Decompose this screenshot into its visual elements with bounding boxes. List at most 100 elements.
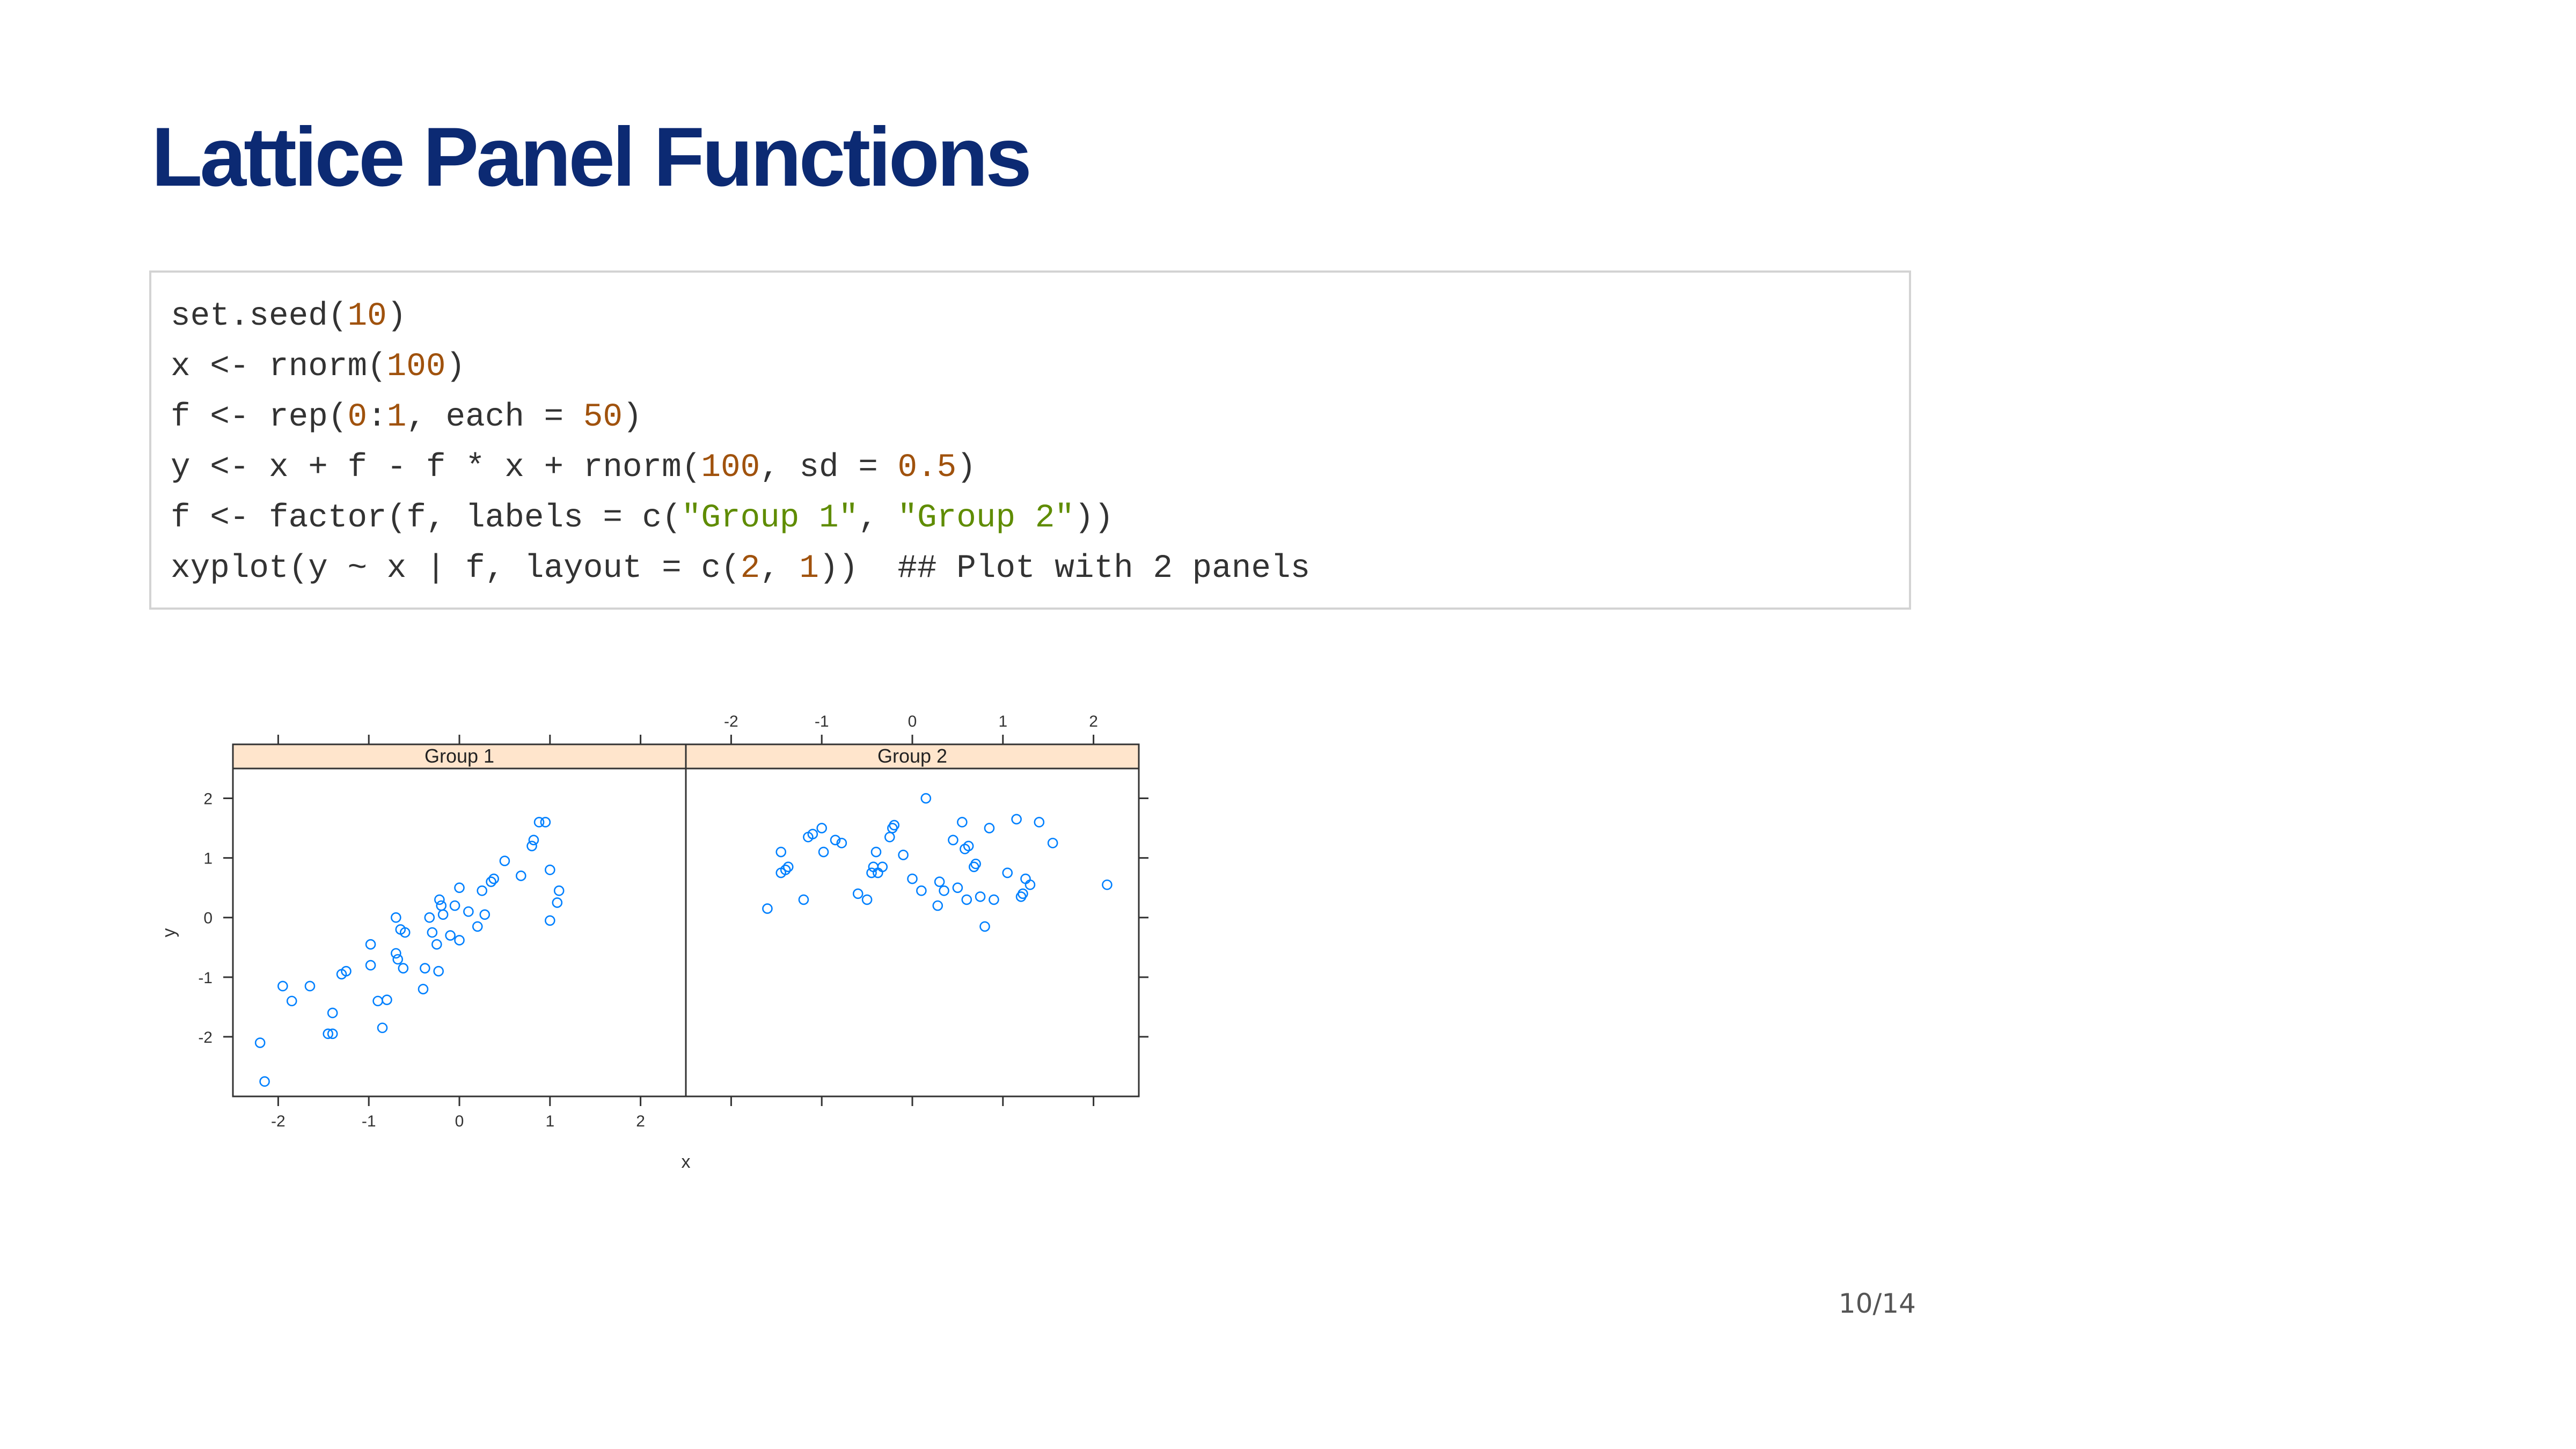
data-point (377, 1022, 388, 1034)
x-tick-label: 2 (1089, 713, 1098, 730)
data-point (434, 894, 445, 905)
code-token: x <- rnorm( (171, 348, 387, 385)
code-token: ) (445, 348, 466, 385)
x-tick-label: 0 (455, 1113, 464, 1130)
x-tick-label: -2 (271, 1113, 286, 1130)
data-point (870, 846, 882, 858)
data-point (277, 980, 288, 992)
data-point (780, 865, 791, 875)
code-token: ) (956, 449, 976, 486)
code-token: 2 (740, 550, 760, 587)
code-line: f <- factor(f, labels = c("Group 1", "Gr… (171, 502, 1114, 535)
data-point (861, 894, 873, 905)
data-point (852, 888, 863, 899)
data-point (920, 793, 932, 804)
data-point (798, 894, 809, 905)
x-axis-label: x (682, 1152, 691, 1172)
data-point (775, 846, 787, 858)
code-token: , (858, 500, 898, 537)
x-tick-label: -1 (815, 713, 829, 730)
data-point (304, 980, 316, 992)
data-point (488, 873, 499, 884)
code-token: ) (386, 298, 407, 335)
data-point (762, 903, 773, 914)
data-point (365, 939, 376, 950)
data-point (286, 996, 297, 1007)
code-token: )) (1074, 500, 1114, 537)
code-token: 100 (701, 449, 760, 486)
data-point (975, 891, 986, 902)
code-token: xyplot(y ~ x | f, layout = c( (171, 550, 741, 587)
data-point (382, 994, 392, 1005)
code-token: 1 (386, 399, 407, 436)
y-tick-label: -1 (198, 969, 213, 987)
strip-label: Group 1 (425, 745, 494, 767)
data-point (782, 861, 794, 873)
code-token: "Group 1" (681, 500, 859, 537)
x-tick-label: -1 (362, 1113, 376, 1130)
data-point (961, 894, 972, 905)
data-point (391, 948, 401, 959)
data-point (934, 876, 945, 887)
data-point (327, 1007, 338, 1019)
code-token: f <- factor(f, labels = c( (171, 500, 682, 537)
data-point (424, 912, 435, 923)
data-point (499, 855, 510, 866)
data-point (963, 840, 974, 852)
code-line: x <- rnorm(100) (171, 350, 465, 383)
data-point (830, 835, 841, 846)
data-point (889, 819, 900, 831)
code-token: )) (819, 550, 898, 587)
panel-frame (232, 767, 687, 1097)
panel-frame (685, 767, 1140, 1097)
data-point (1047, 838, 1058, 848)
code-token: , sd = (760, 449, 898, 486)
y-tick-label: 0 (203, 910, 213, 927)
code-token: f <- rep( (171, 399, 348, 436)
data-point (540, 817, 551, 828)
x-tick-label: 1 (998, 713, 1007, 730)
data-point (398, 963, 409, 974)
code-line: xyplot(y ~ x | f, layout = c(2, 1)) ## P… (171, 552, 1310, 585)
data-point (454, 935, 465, 946)
data-point (907, 873, 918, 884)
code-token: ) (622, 399, 642, 436)
y-axis-label: y (159, 928, 179, 938)
data-point (979, 921, 990, 932)
code-token: 1 (799, 550, 819, 587)
data-point (533, 817, 545, 828)
code-token: ## Plot with 2 panels (897, 550, 1311, 587)
data-point (916, 885, 927, 896)
data-point (486, 876, 496, 887)
data-point (552, 897, 563, 908)
data-point (341, 965, 352, 977)
data-point (418, 984, 429, 994)
code-token: 100 (386, 348, 446, 385)
data-point (545, 915, 555, 926)
data-point (553, 885, 565, 896)
data-point (399, 927, 411, 938)
x-tick-label: 0 (908, 713, 917, 730)
code-token: 10 (347, 298, 387, 335)
data-point (392, 954, 404, 965)
data-point (437, 909, 449, 920)
data-point (836, 838, 847, 848)
data-point (970, 858, 981, 869)
y-tick-label: 2 (203, 791, 213, 808)
data-point (818, 846, 829, 858)
code-token: y <- x + f - f * x + rnorm( (171, 449, 701, 486)
data-point (816, 823, 827, 833)
data-point (433, 965, 444, 977)
data-point (1024, 879, 1036, 890)
x-tick-label: -2 (724, 713, 738, 730)
data-point (259, 1076, 270, 1087)
code-line: y <- x + f - f * x + rnorm(100, sd = 0.5… (171, 451, 976, 484)
data-point (932, 900, 943, 911)
data-point (515, 870, 526, 881)
data-point (420, 963, 430, 974)
data-point (1102, 879, 1113, 890)
data-point (445, 930, 456, 941)
data-point (957, 817, 968, 828)
